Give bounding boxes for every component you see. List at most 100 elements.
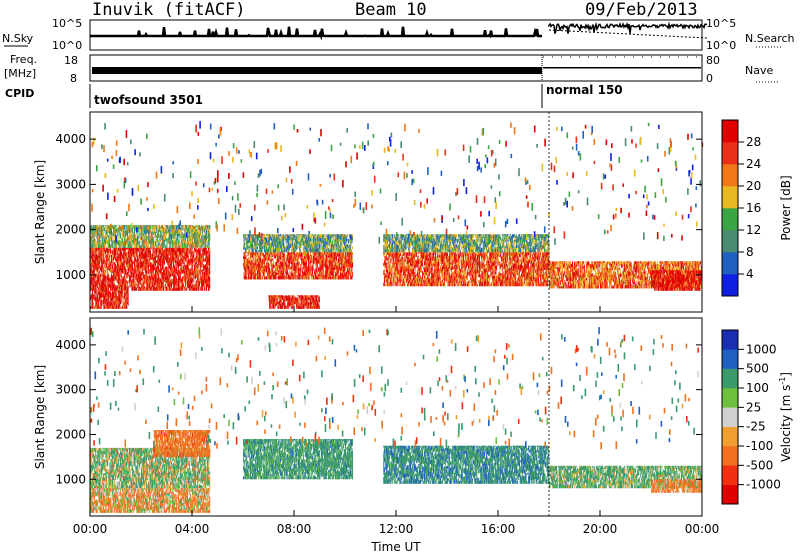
power-cell-4475 — [301, 241, 303, 246]
power-cell-492 — [122, 253, 124, 258]
power-cell-1958 — [109, 231, 111, 235]
power-cell-2283 — [149, 241, 151, 244]
power-cell-918 — [151, 284, 153, 287]
power-cell-1752 — [206, 255, 208, 259]
power-cell-1637 — [199, 278, 201, 283]
power-cell-2999 — [124, 292, 126, 295]
power-cell-1070 — [161, 281, 163, 285]
power-cell-603 — [130, 268, 132, 271]
power-cell-1667 — [201, 279, 203, 282]
power-cell-2101 — [127, 235, 129, 239]
power-cell-160 — [100, 266, 102, 270]
power-cell-2513 — [179, 229, 181, 234]
power-cell-2835 — [100, 305, 102, 309]
power-cell-1133 — [165, 249, 167, 252]
power-cell-1296 — [175, 252, 177, 256]
power-cell-1136 — [165, 276, 167, 280]
power-cell-2977 — [120, 298, 122, 303]
power-cell-2880 — [107, 298, 109, 302]
power-cell-912 — [151, 279, 153, 284]
power-cell-1038 — [159, 287, 161, 291]
power-cell-1774 — [207, 247, 209, 252]
power-cell-2784 — [93, 293, 95, 297]
power-cell-358 — [113, 247, 115, 251]
power-cell-2336 — [156, 226, 158, 229]
power-cell-1180 — [168, 286, 170, 291]
power-cell-1838 — [94, 240, 96, 243]
power-cell-3033 — [243, 253, 245, 259]
power-cell-3660 — [309, 257, 311, 261]
power-cell-3937 — [337, 254, 339, 257]
power-cell-125 — [97, 247, 99, 250]
power-cell-837 — [146, 247, 148, 251]
power-cell-752 — [140, 249, 142, 254]
power-cell-624 — [131, 255, 133, 260]
power-cell-2944 — [116, 296, 118, 299]
power-cell-816 — [144, 257, 146, 263]
power-cell-2496 — [177, 237, 179, 242]
power-cell-3811 — [325, 270, 327, 276]
power-cell-4587 — [315, 234, 317, 238]
power-cell-1851 — [96, 235, 98, 239]
power-cell-1247 — [172, 285, 174, 289]
power-cell-770 — [141, 255, 143, 259]
power-cell-1711 — [204, 274, 206, 278]
power-cell-1467 — [186, 254, 188, 257]
power-cell-1476 — [187, 265, 189, 269]
power-cell-363 — [114, 266, 116, 269]
power-cell-1890 — [100, 235, 102, 239]
power-cell-2603 — [190, 240, 192, 244]
power-cell-949 — [153, 280, 155, 284]
power-cell-2297 — [151, 231, 153, 237]
power-cell-1680 — [202, 271, 204, 277]
power-cell-2876 — [106, 302, 108, 307]
power-cell-1043 — [159, 261, 161, 264]
power-cell-633 — [132, 248, 134, 254]
power-cell-969 — [155, 270, 157, 273]
power-cell-716 — [138, 281, 140, 287]
power-cell-2676 — [198, 237, 200, 243]
power-cell-2545 — [183, 243, 185, 246]
power-cell-1398 — [182, 278, 184, 284]
power-cell-210 — [103, 257, 105, 262]
power-cell-3006 — [125, 299, 127, 303]
power-cell-1188 — [169, 286, 171, 291]
power-cell-169 — [100, 257, 102, 263]
power-cell-979 — [155, 268, 157, 273]
power-cell-3822 — [326, 255, 328, 259]
power-cell-2129 — [130, 231, 132, 236]
power-cell-1934 — [105, 230, 107, 235]
power-cell-1409 — [183, 257, 185, 262]
power-cell-265 — [107, 253, 109, 259]
power-cell-1207 — [169, 247, 171, 251]
power-cell-1925 — [105, 242, 107, 246]
power-cell-205 — [103, 282, 105, 287]
power-cell-313 — [111, 279, 113, 285]
power-cell-572 — [128, 274, 130, 277]
power-cell-4747 — [339, 244, 341, 249]
power-cell-1324 — [178, 288, 180, 291]
power-cell-1719 — [205, 282, 207, 286]
power-cell-2376 — [162, 239, 164, 244]
power-cell-1992 — [113, 231, 115, 236]
power-cell-996 — [156, 281, 158, 285]
power-cell-2108 — [128, 225, 130, 226]
power-cell-2729 — [204, 225, 206, 226]
power-cell-420 — [118, 276, 120, 281]
power-cell-4489 — [303, 249, 305, 253]
power-cell-448 — [120, 264, 122, 268]
power-cell-3007 — [125, 296, 127, 300]
power-cell-908 — [150, 256, 152, 260]
power-cell-987 — [156, 281, 158, 285]
power-cell-1683 — [202, 282, 204, 286]
power-cell-126 — [98, 288, 100, 291]
power-cell-2225 — [143, 245, 145, 248]
power-cell-2848 — [102, 299, 104, 305]
power-cell-2115 — [128, 225, 130, 229]
power-cell-2053 — [121, 226, 123, 230]
power-cell-554 — [127, 284, 129, 288]
power-cell-698 — [137, 274, 139, 279]
power-cell-531 — [125, 268, 127, 273]
power-cell-1123 — [165, 288, 167, 291]
power-cell-2745 — [207, 241, 209, 244]
